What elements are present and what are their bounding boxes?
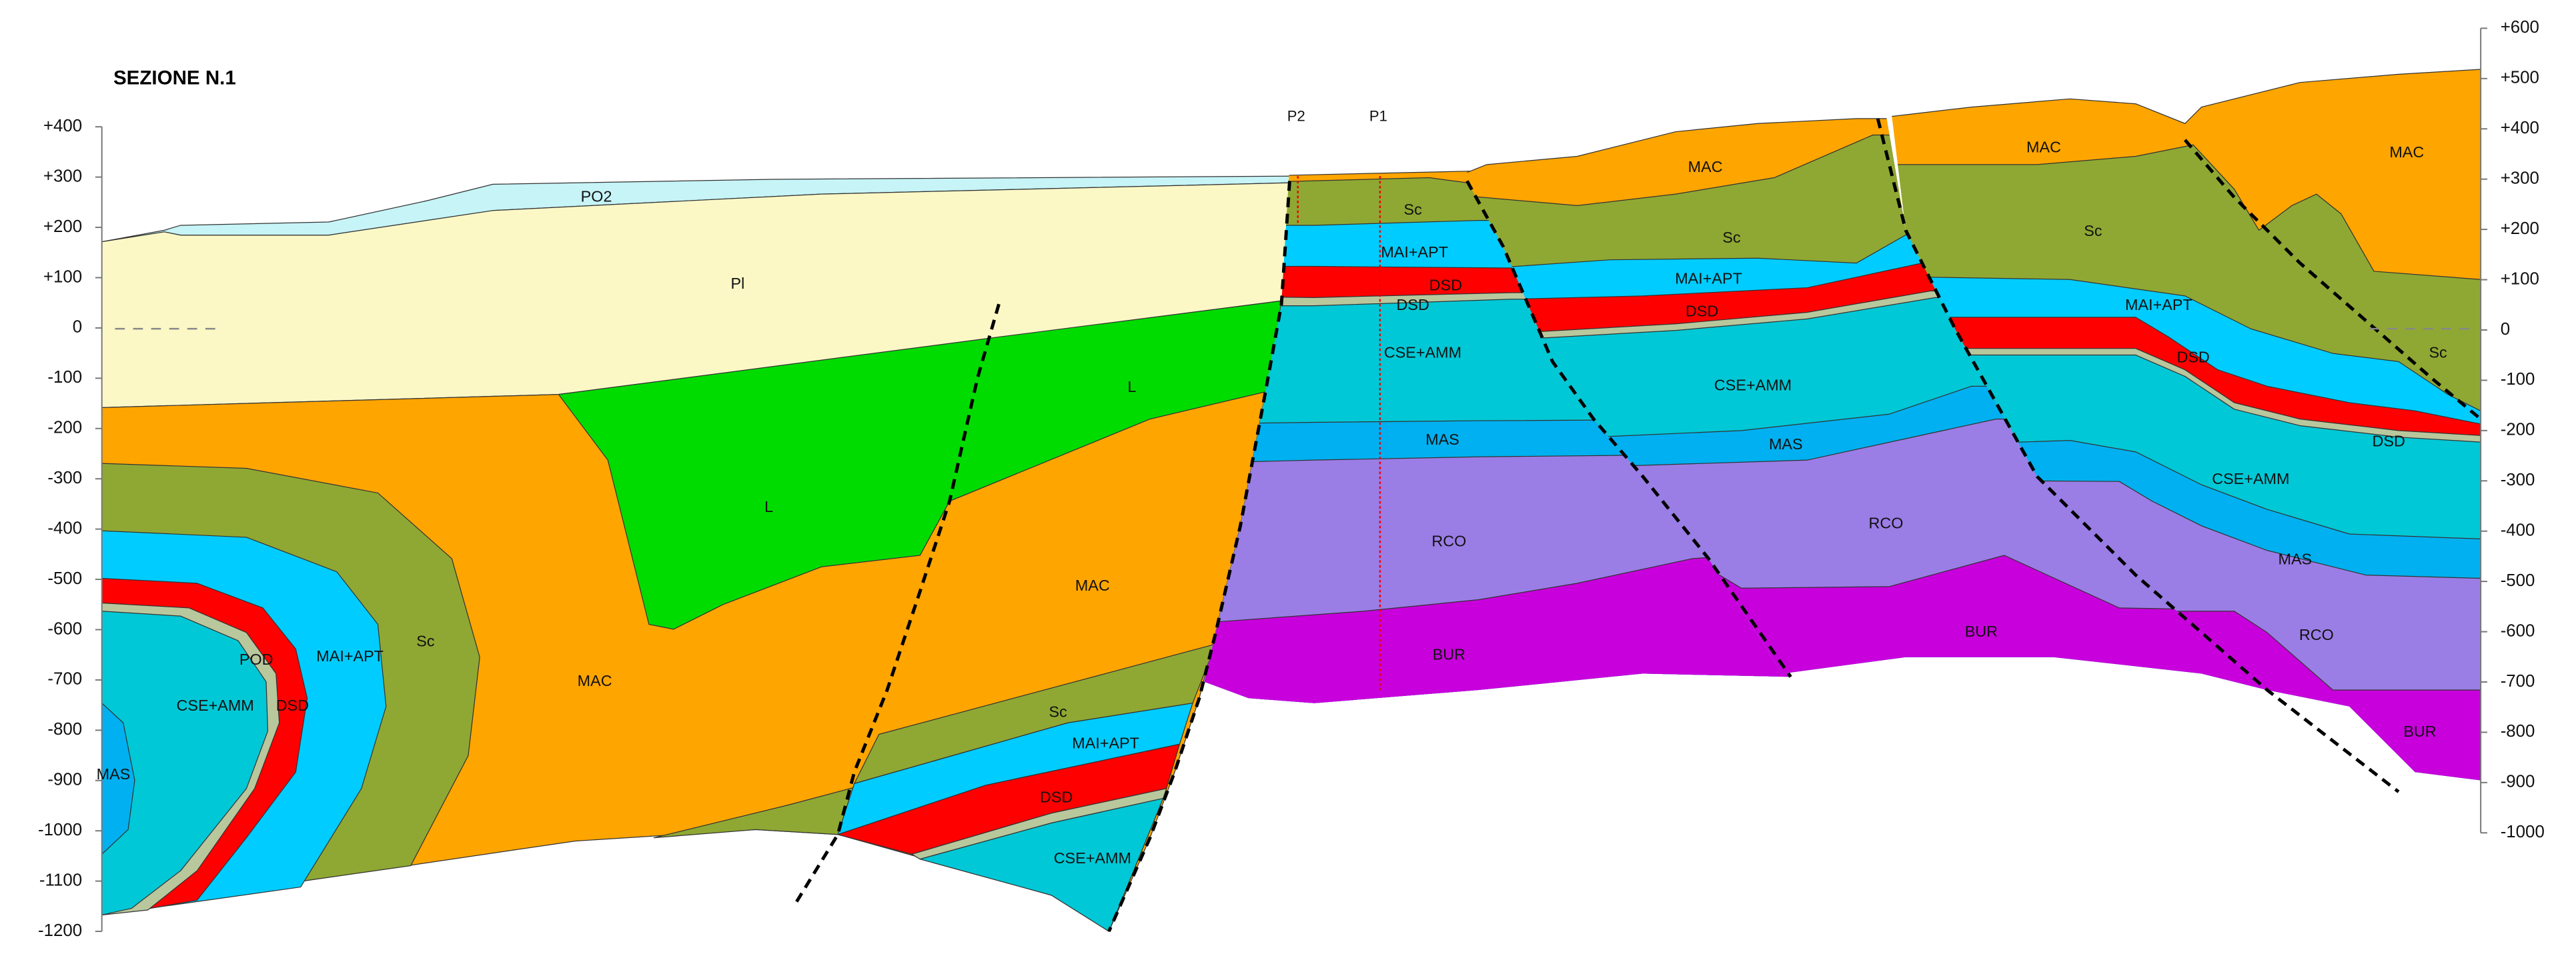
unit-label: DSD	[276, 697, 309, 714]
axis-label: +400	[43, 117, 82, 135]
axis-label: -900	[47, 771, 82, 789]
unit-label: BUR	[2403, 723, 2436, 740]
unit-label: MAS	[1769, 435, 1803, 453]
unit-label: L	[1128, 378, 1137, 395]
axis-label: -100	[47, 368, 82, 387]
unit-label: PO2	[581, 187, 612, 205]
unit-label: Sc	[2429, 343, 2447, 361]
axis-label: -800	[47, 720, 82, 739]
axis-label: +300	[2501, 169, 2539, 188]
section-title: SEZIONE N.1	[113, 67, 236, 89]
unit-label: CSE+AMM	[177, 697, 254, 714]
unit-label: CSE+AMM	[1384, 343, 1461, 361]
axis-label: -700	[2501, 672, 2535, 691]
unit-label: MAI+APT	[1381, 243, 1448, 261]
unit-label: CSE+AMM	[1054, 849, 1131, 867]
fault-line	[1876, 118, 2400, 793]
unit-label: BUR	[1965, 623, 1998, 640]
unit-label: CSE+AMM	[1714, 377, 1792, 394]
unit-label: Sc	[2084, 222, 2102, 239]
axis-label: -700	[47, 670, 82, 689]
fault-line	[1107, 181, 1291, 933]
unit-label: MAS	[1425, 431, 1459, 448]
axis-label: -200	[2501, 421, 2535, 439]
axis-label: -400	[47, 519, 82, 537]
axis-label: -1000	[2501, 823, 2545, 841]
unit-label: RCO	[1431, 532, 1466, 549]
axis-label: 0	[73, 318, 82, 337]
axis-label: +400	[2501, 119, 2539, 137]
unit-label: MAC	[1075, 577, 1110, 594]
axis-label: -1200	[38, 921, 82, 940]
fault-line	[2183, 139, 2482, 421]
axis-label: -600	[2501, 621, 2535, 640]
axis-label: +100	[2501, 269, 2539, 288]
geologic-unit	[101, 611, 269, 916]
axis-label: -800	[2501, 722, 2535, 741]
unit-label: DSD	[1040, 789, 1073, 806]
unit-label: MAC	[2026, 138, 2061, 155]
unit-label: Sc	[416, 633, 435, 650]
well-label: P2	[1287, 107, 1305, 124]
axis-label: -500	[47, 569, 82, 588]
axis-label: +300	[43, 167, 82, 185]
axis-label: -600	[47, 619, 82, 638]
geologic-unit	[1204, 550, 1791, 703]
axis-label: -500	[2501, 571, 2535, 590]
unit-label: MAC	[1688, 158, 1723, 175]
unit-label: L	[764, 498, 773, 515]
unit-label: CSE+AMM	[2212, 470, 2289, 487]
well-label: P1	[1369, 107, 1387, 124]
unit-label: RCO	[1869, 514, 1904, 531]
axis-label: -200	[47, 419, 82, 437]
unit-label: MAI+APT	[316, 647, 384, 665]
unit-label: Pl	[730, 275, 744, 292]
unit-label: Sc	[1722, 229, 1741, 246]
unit-label: DSD	[1429, 276, 1462, 293]
unit-label: POD	[239, 651, 273, 668]
unit-label: DSD	[1686, 303, 1718, 320]
unit-label: DSD	[2373, 432, 2405, 449]
axis-label: +100	[43, 267, 82, 286]
axis-label: -100	[2501, 370, 2535, 389]
axis-label: -1000	[38, 821, 82, 839]
unit-label: MAC	[578, 672, 612, 689]
unit-label: MAS	[97, 765, 131, 783]
unit-label: MAS	[2278, 551, 2312, 568]
axis-label: +600	[2501, 18, 2539, 37]
unit-label: Sc	[1049, 703, 1068, 721]
geology	[101, 69, 2481, 932]
unit-label: BUR	[1433, 645, 1465, 663]
fault-line	[792, 303, 1001, 908]
unit-label: DSD	[1397, 296, 1429, 313]
unit-label: MAI+APT	[2125, 296, 2192, 313]
unit-label: RCO	[2299, 626, 2334, 643]
unit-label: MAC	[2389, 143, 2424, 161]
unit-label: MAI+APT	[1675, 269, 1742, 287]
fault-line	[1465, 180, 1792, 678]
unit-label: MAI+APT	[1072, 734, 1139, 751]
unit-label: Sc	[1404, 201, 1423, 218]
axis-label: +500	[2501, 69, 2539, 87]
axis-label: -300	[47, 469, 82, 487]
faults	[792, 118, 2482, 933]
axis-label: -1100	[39, 871, 82, 889]
geologic-unit	[919, 797, 1164, 932]
axis-label: -300	[2501, 471, 2535, 489]
axis-label: 0	[2501, 320, 2510, 339]
axis-label: -400	[2501, 521, 2535, 540]
axis-label: -900	[2501, 773, 2535, 791]
unit-label: DSD	[2176, 349, 2209, 366]
axis-label: +200	[43, 217, 82, 236]
axis-label: +200	[2501, 219, 2539, 238]
